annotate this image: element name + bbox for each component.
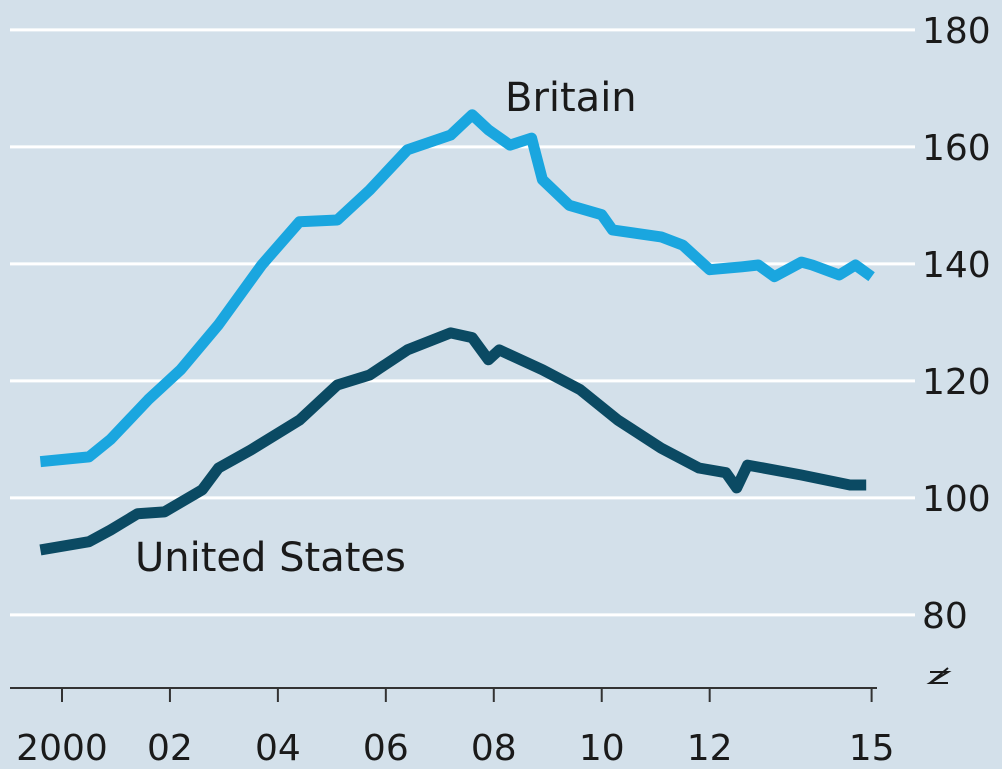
y-tick-label: 180: [922, 11, 991, 52]
x-tick-label: 15: [849, 728, 895, 769]
series-line: [39, 327, 867, 556]
x-tick-label: 08: [471, 728, 517, 769]
x-tick-label: 12: [687, 728, 733, 769]
x-tick-label: 10: [579, 728, 625, 769]
x-tick-label: 2000: [16, 728, 108, 769]
y-tick-label: 120: [922, 362, 991, 403]
series-line: [39, 109, 875, 468]
x-tick-label: 04: [255, 728, 301, 769]
y-tick-label: 160: [922, 128, 991, 169]
series-label: United States: [135, 535, 406, 581]
y-tick-label: 80: [922, 596, 968, 637]
y-tick-label: 100: [922, 479, 991, 520]
y-tick-label: 140: [922, 245, 991, 286]
x-tick-label: 02: [147, 728, 193, 769]
axis-break: [926, 667, 952, 684]
x-tick-label: 06: [363, 728, 409, 769]
series-label: Britain: [505, 75, 637, 121]
